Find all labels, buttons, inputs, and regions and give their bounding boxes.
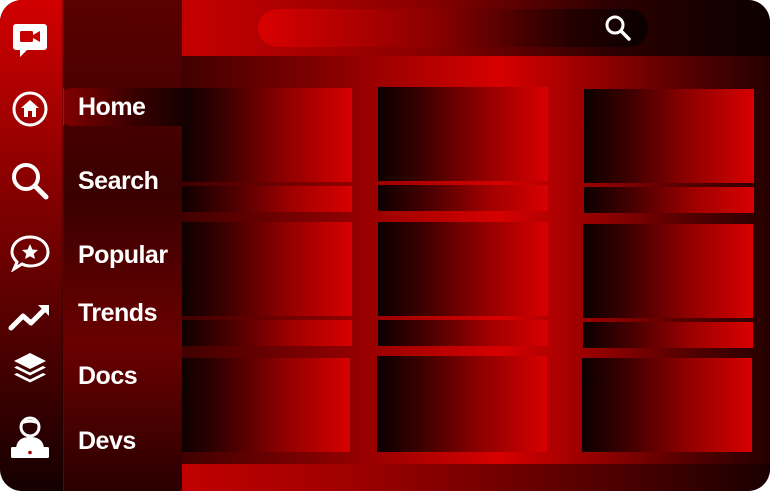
home-icon — [11, 90, 49, 133]
content-card[interactable] — [584, 89, 754, 183]
layers-icon — [11, 351, 49, 392]
content-card-caption[interactable] — [378, 185, 548, 211]
content-card[interactable] — [180, 222, 352, 316]
rail-trends-button[interactable] — [7, 296, 53, 342]
app-logo[interactable] — [7, 20, 53, 66]
icon-rail — [0, 0, 63, 491]
rail-home-button[interactable] — [7, 88, 53, 134]
trend-up-icon — [8, 302, 52, 337]
content-grid — [170, 56, 770, 466]
content-card-caption[interactable] — [378, 320, 548, 346]
rail-search-button[interactable] — [7, 160, 53, 206]
sidebar-item-trends[interactable]: Trends — [78, 299, 157, 327]
sidebar-item-devs[interactable]: Devs — [78, 427, 136, 455]
content-card[interactable] — [180, 358, 350, 452]
content-card[interactable] — [583, 224, 753, 318]
rail-devs-button[interactable] — [7, 416, 53, 462]
content-card[interactable] — [378, 87, 548, 181]
content-card[interactable] — [378, 222, 548, 316]
video-chat-icon — [11, 21, 49, 66]
magnifier-icon[interactable] — [604, 14, 632, 42]
sidebar-item-docs[interactable]: Docs — [78, 362, 138, 390]
content-card-caption[interactable] — [180, 186, 352, 212]
sidebar-item-popular[interactable]: Popular — [78, 241, 168, 269]
content-card[interactable] — [377, 356, 547, 452]
content-card[interactable] — [180, 88, 352, 182]
developer-icon — [9, 414, 51, 465]
sidebar-item-search[interactable]: Search — [78, 167, 159, 195]
search-icon — [10, 161, 50, 206]
sidebar-labels — [64, 0, 182, 491]
rail-docs-button[interactable] — [7, 348, 53, 394]
content-card-caption[interactable] — [583, 322, 753, 348]
content-card-caption[interactable] — [584, 187, 754, 213]
rail-popular-button[interactable] — [7, 232, 53, 278]
star-chat-icon — [9, 234, 51, 277]
search-bar[interactable] — [258, 9, 648, 47]
sidebar-item-home[interactable]: Home — [78, 93, 146, 121]
content-card-caption[interactable] — [180, 320, 352, 346]
content-card[interactable] — [582, 358, 752, 452]
